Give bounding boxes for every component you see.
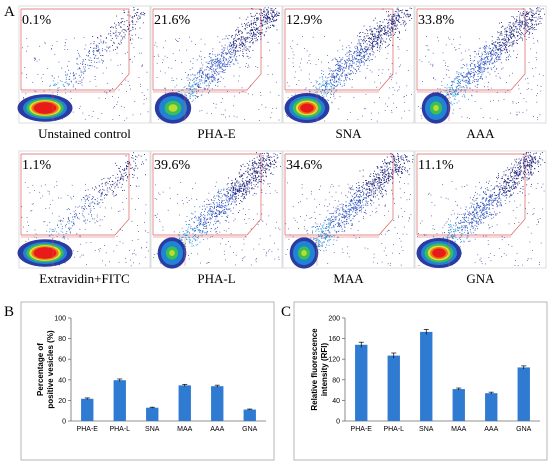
x-tick-label: MAA	[451, 426, 467, 433]
bar	[113, 380, 126, 421]
gate-outline	[21, 8, 130, 91]
x-tick-label: SNA	[419, 426, 434, 433]
bar	[452, 389, 465, 421]
plot-caption: Unstained control	[38, 126, 131, 141]
gate-percentage: 39.6%	[154, 158, 191, 173]
x-tick-label: PHA-L	[383, 426, 404, 433]
gate-percentage: 1.1%	[22, 158, 52, 173]
y-tick-label: 200	[328, 316, 340, 323]
bar	[420, 331, 433, 421]
gate-outline	[153, 8, 262, 91]
flow-plot: 33.8% AAA	[414, 5, 547, 141]
x-tick-label: AAA	[484, 426, 498, 433]
bar	[485, 393, 498, 421]
flow-plot: 21.6% PHA-E	[150, 5, 283, 141]
chart-b-frame	[20, 301, 275, 461]
panel-label-c: C	[281, 304, 291, 320]
flow-plot: 1.1% Extravidin+FITC	[17, 150, 151, 286]
chart-c-frame	[293, 301, 548, 461]
gate-outline	[285, 153, 394, 236]
x-tick-label: PHA-E	[351, 426, 373, 433]
y-axis-label: Relative fluorescenceintensity (RFI)	[310, 328, 329, 411]
x-tick-label: PHA-E	[77, 426, 99, 433]
y-tick-label: 0	[336, 419, 340, 426]
gate-percentage: 21.6%	[154, 13, 191, 28]
y-tick-label: 40	[332, 398, 340, 405]
x-tick-label: GNA	[516, 426, 532, 433]
y-tick-label: 0	[62, 419, 66, 426]
gate-outline	[417, 153, 526, 236]
bar	[387, 355, 400, 421]
bar-chart-rfi: 0 40 80 120 160 200 PHA-E PHA-L SNA MAA AAA GNA Rela…	[310, 316, 540, 433]
bar	[178, 385, 191, 421]
bar	[517, 367, 530, 421]
gate-percentage: 34.6%	[286, 158, 323, 173]
bar	[146, 407, 159, 421]
bar	[243, 409, 256, 421]
x-tick-label: SNA	[145, 426, 160, 433]
x-tick-label: AAA	[210, 426, 224, 433]
bar-chart-positive-vesicles: 0 20 40 60 80 100 PHA-E PHA-L SNA MAA AAA GNA Percen…	[36, 316, 266, 433]
gate-outline	[153, 153, 262, 236]
y-tick-label: 60	[58, 357, 66, 364]
flow-plot: 0.1% Unstained control	[17, 5, 151, 141]
bar	[81, 398, 94, 421]
y-tick-label: 80	[332, 377, 340, 384]
y-axis-label: Percentage ofpositive vesicles (%)	[36, 330, 55, 409]
flow-plot: 11.1% GNA	[414, 150, 547, 286]
flow-plot-grid: 0.1% Unstained control 21.6% PHA-E 12.9% SNA 3…	[17, 5, 547, 286]
y-tick-label: 100	[54, 316, 66, 323]
plot-caption: AAA	[466, 126, 495, 141]
y-tick-label: 20	[58, 398, 66, 405]
y-tick-label: 40	[58, 377, 66, 384]
plot-caption: Extravidin+FITC	[39, 271, 129, 286]
flow-plot: 12.9% SNA	[282, 5, 415, 141]
x-tick-label: MAA	[177, 426, 193, 433]
y-tick-label: 160	[328, 336, 340, 343]
gate-percentage: 11.1%	[418, 158, 454, 173]
gate-outline	[285, 8, 394, 91]
gate-outline	[21, 153, 130, 236]
panel-label-b: B	[4, 304, 14, 320]
flow-plot: 34.6% MAA	[282, 150, 415, 286]
flow-plot: 39.6% PHA-L	[150, 150, 283, 286]
x-tick-label: PHA-L	[109, 426, 130, 433]
panel-label-a: A	[4, 4, 15, 20]
plot-caption: MAA	[333, 271, 364, 286]
bar	[355, 344, 368, 421]
gate-percentage: 33.8%	[418, 13, 455, 28]
plot-caption: PHA-E	[197, 126, 235, 141]
gate-percentage: 0.1%	[22, 13, 52, 28]
y-tick-label: 80	[58, 336, 66, 343]
plot-caption: GNA	[466, 271, 495, 286]
plot-caption: SNA	[335, 126, 362, 141]
plot-caption: PHA-L	[197, 271, 235, 286]
x-tick-label: GNA	[242, 426, 258, 433]
y-tick-label: 120	[328, 357, 340, 364]
gate-percentage: 12.9%	[286, 13, 323, 28]
gate-outline	[417, 8, 526, 91]
bar	[211, 386, 224, 421]
